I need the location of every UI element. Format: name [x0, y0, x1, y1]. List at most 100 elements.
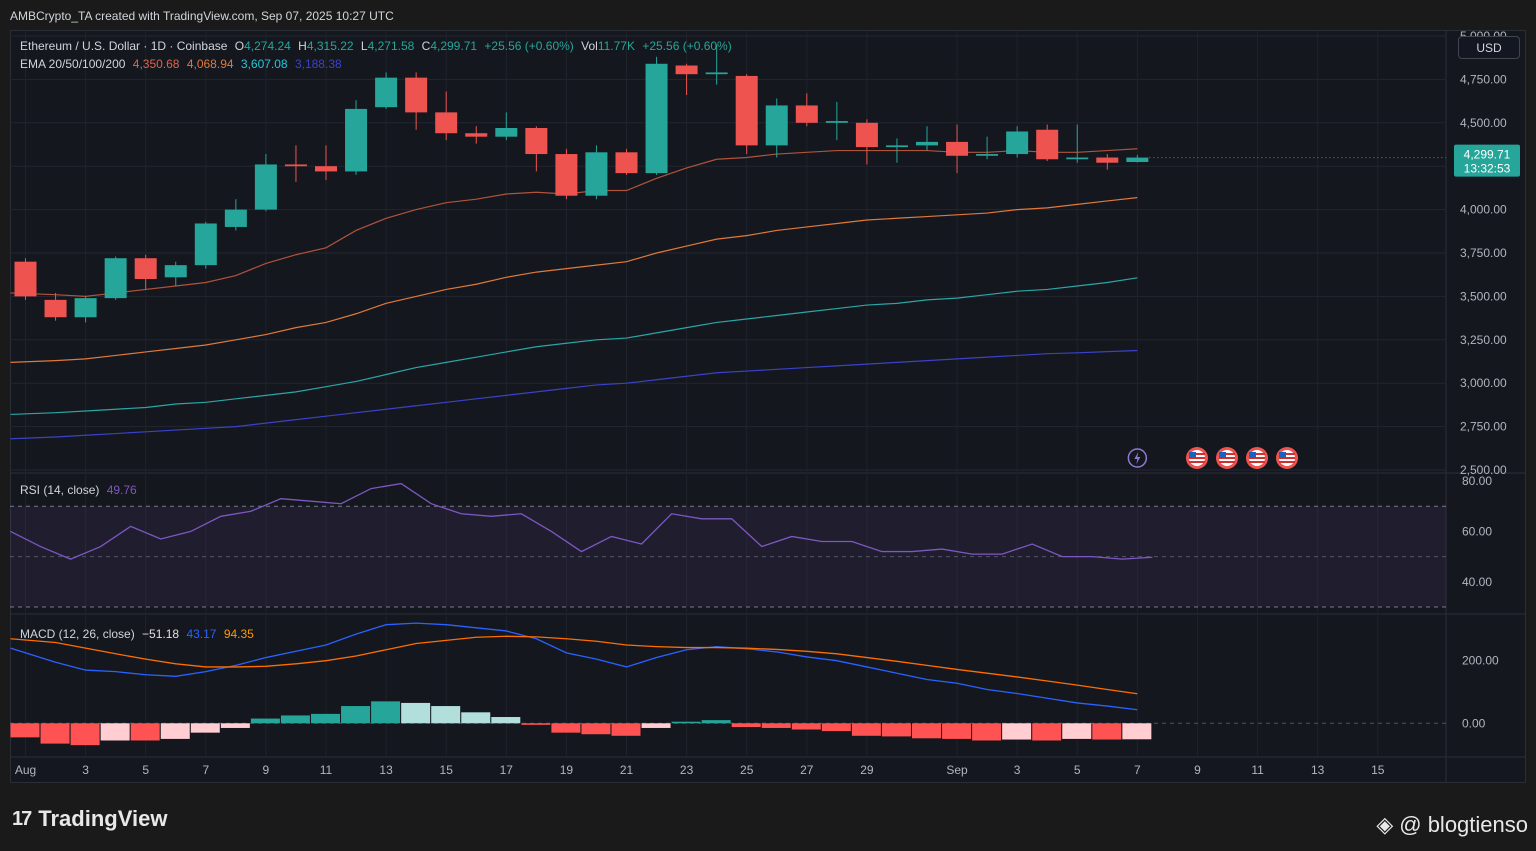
- candle-body: [254, 164, 277, 210]
- candle: [465, 126, 488, 144]
- candle-body: [315, 166, 337, 172]
- volume-value: 11.77K: [597, 39, 635, 53]
- macd-histogram-bar: [1062, 723, 1092, 739]
- us-flag-icon: [1276, 447, 1298, 469]
- flag-canton: [1219, 452, 1226, 458]
- macd-histogram-bar: [1122, 723, 1152, 740]
- time-tick-label: 9: [1194, 763, 1201, 777]
- price-tick-label: 3,750.00: [1460, 246, 1507, 260]
- ema50-value: 4,068.94: [186, 57, 234, 71]
- close-label: C: [421, 39, 431, 53]
- candle: [1126, 154, 1149, 163]
- candle-body: [795, 105, 818, 123]
- candle: [194, 221, 217, 269]
- candle: [976, 136, 999, 160]
- macd-histogram-bar: [972, 723, 1002, 741]
- time-tick-label: 9: [263, 763, 270, 777]
- candle: [675, 63, 698, 96]
- candle: [525, 126, 548, 172]
- flag-stripe: [1279, 461, 1295, 463]
- macd-histogram-bar: [912, 723, 941, 739]
- candle-body: [675, 65, 698, 75]
- candle: [615, 148, 638, 175]
- rsi-tick-label: 80.00: [1462, 474, 1492, 488]
- macd-histogram-bar: [761, 723, 791, 728]
- rsi-tick-label: 40.00: [1462, 575, 1492, 589]
- candle-body: [224, 209, 247, 227]
- flag-stripe: [1249, 457, 1265, 459]
- time-tick-label: 5: [1074, 763, 1081, 777]
- chart-credit: AMBCrypto_TA created with TradingView.co…: [10, 9, 394, 23]
- time-tick-label: 3: [82, 763, 89, 777]
- candle: [1036, 124, 1059, 161]
- candle-body: [1096, 157, 1119, 163]
- macd-histogram-bar: [371, 701, 401, 724]
- open-value: 4,274.24: [244, 39, 291, 53]
- macd-histogram-bar: [1092, 723, 1122, 740]
- price-tag-countdown: 13:32:53: [1464, 162, 1511, 176]
- macd-histogram-bar: [311, 713, 340, 724]
- candle: [645, 56, 668, 175]
- rsi-band: [10, 506, 1446, 607]
- candle-body: [916, 141, 938, 146]
- ema-legend: EMA 20/50/100/200 4,350.68 4,068.94 3,60…: [20, 57, 346, 71]
- candle: [1066, 124, 1089, 163]
- candle: [946, 124, 969, 174]
- time-tick-label: 19: [560, 763, 574, 777]
- candle-body: [765, 105, 788, 146]
- time-tick-label: 13: [379, 763, 393, 777]
- binance-logo-icon: ◈: [1376, 812, 1394, 837]
- macd-histogram-bar: [220, 723, 250, 728]
- price-tick-label: 3,000.00: [1460, 376, 1507, 390]
- flag-stripe: [1219, 461, 1235, 463]
- macd-histogram-bar: [461, 712, 491, 724]
- flag-stripe: [1279, 457, 1295, 459]
- symbol-label[interactable]: Ethereum / U.S. Dollar · 1D · Coinbase: [20, 39, 228, 53]
- candle: [585, 145, 608, 200]
- rsi-line: [10, 482, 1153, 560]
- macd-histogram-bar: [491, 717, 521, 724]
- time-tick-label: 5: [142, 763, 149, 777]
- candle-body: [465, 133, 488, 137]
- price-tick-label: 4,500.00: [1460, 116, 1507, 130]
- rsi-tick-label: 60.00: [1462, 524, 1492, 538]
- flag-canton: [1189, 452, 1196, 458]
- macd-histogram-bar: [100, 723, 130, 741]
- flag-stripe: [1189, 461, 1205, 463]
- rsi-label[interactable]: RSI (14, close): [20, 483, 100, 497]
- candle: [44, 292, 67, 321]
- chart-svg[interactable]: 5,000.004,750.004,500.004,250.004,000.00…: [10, 30, 1526, 783]
- candle-body: [825, 121, 848, 123]
- time-tick-label: 25: [740, 763, 754, 777]
- candle-body: [705, 72, 728, 75]
- candle: [795, 93, 818, 127]
- macd-hist-value: −51.18: [142, 627, 180, 641]
- lightning-icon: [1127, 448, 1148, 468]
- author-handle: ◈ @ blogtienso: [1376, 812, 1528, 838]
- candle: [134, 254, 157, 290]
- time-tick-label: 27: [800, 763, 814, 777]
- candle: [855, 119, 878, 165]
- us-flag-icon: [1246, 447, 1268, 469]
- time-tick-label: 11: [320, 763, 333, 777]
- candle-body: [44, 299, 67, 318]
- price-tick-label: 3,500.00: [1460, 289, 1507, 303]
- tradingview-logo[interactable]: 17 TradingView: [12, 806, 167, 832]
- candle-body: [435, 112, 458, 134]
- us-flag-icon: [1216, 447, 1238, 469]
- macd-histogram-bar: [1002, 723, 1032, 740]
- macd-label[interactable]: MACD (12, 26, close): [20, 627, 135, 641]
- macd-histogram-bar: [791, 723, 821, 730]
- candle-body: [284, 164, 307, 167]
- candle: [254, 154, 277, 212]
- time-tick-label: 29: [860, 763, 874, 777]
- volume-change: +25.56 (+0.60%): [642, 39, 732, 53]
- ema-label[interactable]: EMA 20/50/100/200: [20, 57, 126, 71]
- macd-histogram-bar: [671, 721, 701, 724]
- flag-stripe: [1189, 453, 1205, 455]
- currency-button[interactable]: USD: [1458, 36, 1520, 59]
- price-tick-label: 2,500.00: [1460, 463, 1507, 477]
- time-tick-label: 3: [1014, 763, 1021, 777]
- candle-body: [194, 223, 217, 266]
- candle: [284, 145, 307, 182]
